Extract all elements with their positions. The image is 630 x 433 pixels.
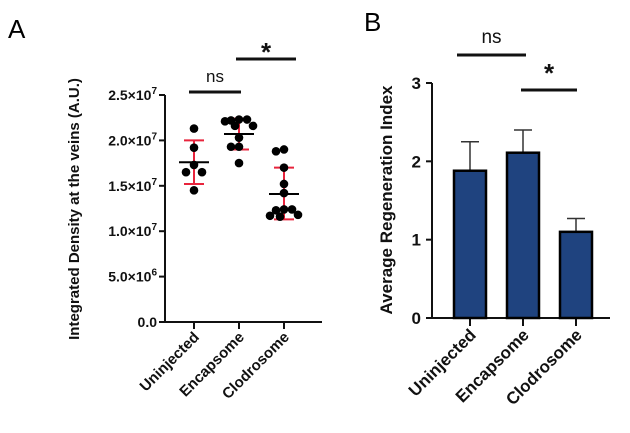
panel-a-data-point-uninjected xyxy=(189,186,199,195)
panel-a-data-point-encapsome xyxy=(234,115,244,124)
panel-a-data-point-clodrosome xyxy=(279,145,289,154)
panel-a-y-tick-label: 1.0×107 xyxy=(108,222,157,239)
panel-b-annotations: ns * xyxy=(457,27,577,92)
panel-a-data-point-clodrosome xyxy=(287,205,297,214)
panel-b-y-axis-title: Average Regeneration Index xyxy=(377,85,396,314)
panel-a-marks xyxy=(179,115,303,221)
panel-a-data-point-uninjected xyxy=(197,167,207,177)
panel-a-data-point-encapsome xyxy=(234,142,244,152)
panel-a-data-point-encapsome xyxy=(226,142,236,152)
panel-a-data-point-encapsome xyxy=(230,121,240,131)
panel-a-data-point-uninjected xyxy=(181,167,191,177)
panel-b-y-tick-label: 2 xyxy=(412,152,421,171)
panel-a-letter: A xyxy=(8,14,26,44)
panel-a-data-point-encapsome xyxy=(220,117,230,126)
panel-b-bar-encapsome xyxy=(505,151,541,320)
panel-b-bar-uninjected xyxy=(452,169,488,320)
panel-a-data-point-clodrosome xyxy=(279,205,289,214)
panel-a-y-tick-label: 1.5×107 xyxy=(108,177,157,194)
panel-b-y-tick-label: 3 xyxy=(412,74,421,93)
panel-a-data-point-encapsome xyxy=(248,121,258,131)
panel-a-data-point-clodrosome xyxy=(293,210,303,220)
panel-a-data-point-encapsome xyxy=(242,115,252,124)
panel-b-y-tick-label: 1 xyxy=(412,231,421,250)
panel-a-y-tick-label: 2.5×107 xyxy=(108,86,157,103)
panel-b-y-ticks: 0 1 2 3 xyxy=(412,74,432,328)
panel-b-significance-label: * xyxy=(544,58,555,88)
panel-a-data-point-uninjected xyxy=(189,143,199,152)
panel-b-y-tick-label: 0 xyxy=(412,309,421,328)
panel-a-data-point-clodrosome xyxy=(275,212,285,221)
panel-a-y-tick-label: 5.0×106 xyxy=(108,268,157,285)
panel-a-data-point-encapsome xyxy=(234,158,244,168)
panel-a-data-point-clodrosome xyxy=(279,179,289,189)
panel-b: B Average Regeneration Index 0 1 2 3 Uninje… xyxy=(364,7,610,409)
panel-a-significance-label: * xyxy=(261,37,272,67)
panel-a-data-point-uninjected xyxy=(189,124,199,133)
panel-a-annotations: ns * xyxy=(189,37,296,94)
panel-a-data-point-clodrosome xyxy=(271,146,281,156)
panel-b-letter: B xyxy=(364,7,381,37)
panel-a-significance-label: ns xyxy=(206,67,224,86)
panel-a-y-tick-label: 0.0 xyxy=(138,314,158,330)
panel-a-data-point-clodrosome xyxy=(265,211,275,221)
panel-b-significance-label: ns xyxy=(481,27,501,48)
panel-a-axes xyxy=(164,95,322,323)
panel-a-y-tick-label: 2.0×107 xyxy=(108,131,157,148)
panel-a-data-point-clodrosome xyxy=(271,206,281,215)
panel-a: A Integrated Density at the veins (A.U.)… xyxy=(8,14,322,403)
panel-a-data-point-encapsome xyxy=(234,133,244,142)
panel-a-data-point-clodrosome xyxy=(279,163,289,172)
panel-a-y-axis-title: Integrated Density at the veins (A.U.) xyxy=(66,78,83,340)
panel-b-bar-clodrosome xyxy=(558,230,594,320)
panel-b-marks xyxy=(452,129,594,320)
panel-a-y-ticks: 0.0 5.0×106 1.0×107 1.5×107 2.0×107 2.5×107 xyxy=(108,86,165,330)
